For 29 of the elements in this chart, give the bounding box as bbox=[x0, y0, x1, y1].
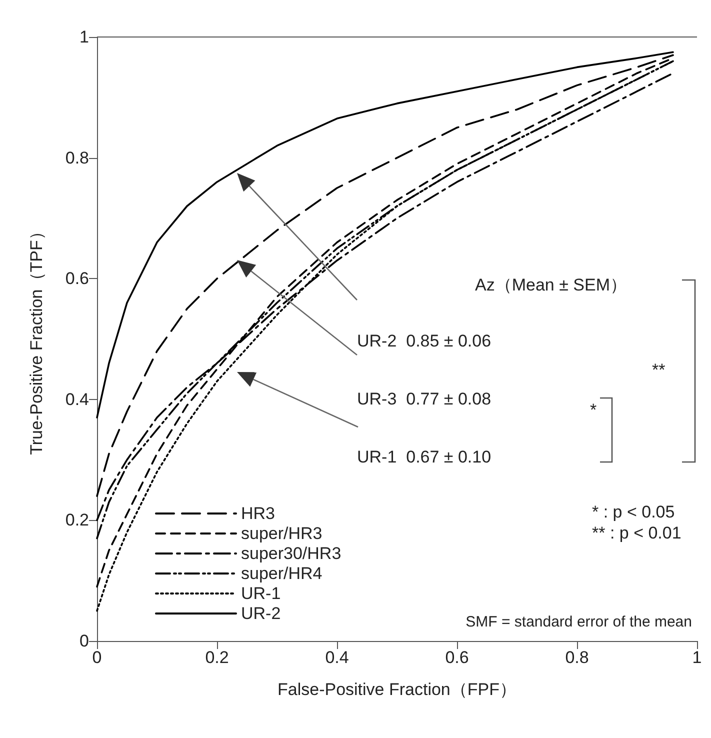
annotation: * bbox=[590, 400, 597, 420]
y-tick-label: 0 bbox=[80, 632, 89, 650]
x-tick-label: 0.8 bbox=[565, 648, 589, 667]
legend-label: HR3 bbox=[241, 504, 276, 523]
x-tick-label: 0 bbox=[92, 648, 102, 667]
y-tick-label: 1 bbox=[80, 28, 89, 46]
x-tick-label: 0.4 bbox=[325, 648, 349, 667]
y-tick-label: 0.8 bbox=[65, 148, 89, 168]
annotation: * : p < 0.05 bbox=[592, 502, 675, 522]
x-tick-label: 0.2 bbox=[205, 648, 229, 667]
y-tick-label: 0.2 bbox=[65, 510, 89, 530]
x-axis-title: False-Positive Fraction（FPF） bbox=[278, 680, 516, 699]
legend-label: super30/HR3 bbox=[241, 544, 342, 563]
y-tick-label: 0.6 bbox=[65, 269, 89, 288]
x-tick-label: 1 bbox=[692, 648, 702, 667]
annotation: SMF = standard error of the mean bbox=[466, 614, 692, 630]
annotation: UR-3 0.77 ± 0.08 bbox=[357, 390, 492, 408]
annotation: Az（Mean ± SEM） bbox=[475, 276, 627, 294]
legend-label: super/HR4 bbox=[241, 564, 322, 583]
legend-label: UR-2 bbox=[241, 604, 281, 623]
annotation: ** : p < 0.01 bbox=[592, 524, 682, 542]
x-tick-label: 0.6 bbox=[445, 648, 469, 667]
annotation: ** bbox=[652, 360, 666, 380]
legend-label: super/HR3 bbox=[241, 524, 322, 543]
y-tick-label: 0.4 bbox=[65, 390, 89, 409]
annotation: UR-2 0.85 ± 0.06 bbox=[357, 332, 492, 350]
annotation: UR-1 0.67 ± 0.10 bbox=[357, 448, 492, 466]
y-axis-title: True-Positive Fraction（TPF） bbox=[27, 223, 46, 455]
legend-label: UR-1 bbox=[241, 584, 281, 603]
